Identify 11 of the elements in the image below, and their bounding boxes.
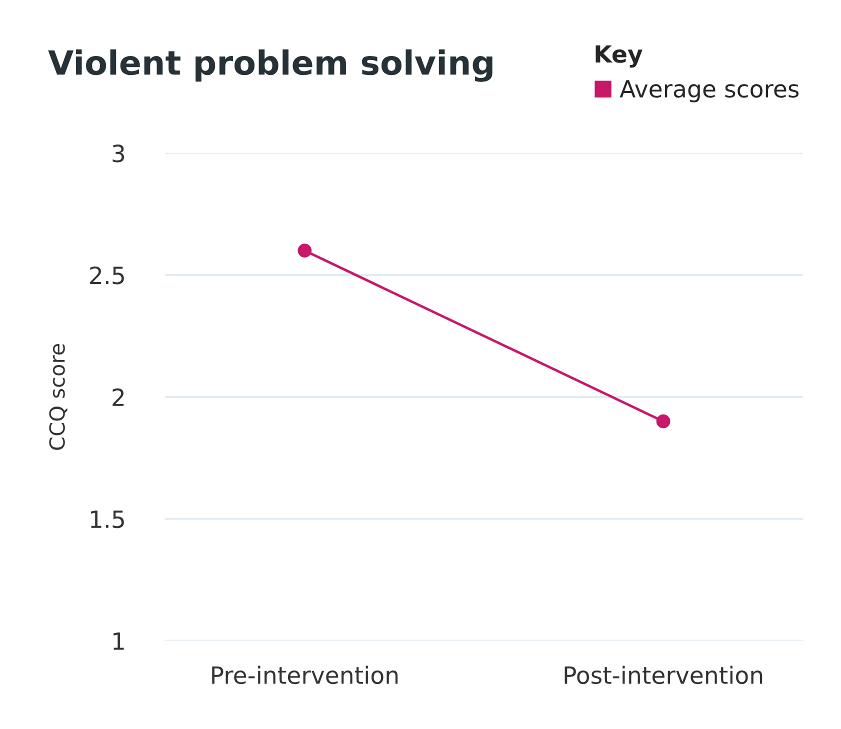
- legend-label: Average scores: [620, 80, 799, 102]
- y-tick-label: 3: [112, 144, 124, 162]
- y-tick-label: 2.5: [90, 266, 124, 284]
- x-tick-label: Pre-intervention: [212, 666, 398, 684]
- y-tick-label: 2: [112, 388, 124, 406]
- legend-title: Key: [596, 45, 642, 68]
- y-tick-label: 1: [114, 632, 124, 650]
- chart-title: Violent problem solving: [48, 49, 492, 82]
- y-axis-title: CCQ score: [49, 344, 68, 450]
- y-tick-label: 1.5: [90, 510, 124, 528]
- x-tick-label: Post-intervention: [564, 666, 762, 684]
